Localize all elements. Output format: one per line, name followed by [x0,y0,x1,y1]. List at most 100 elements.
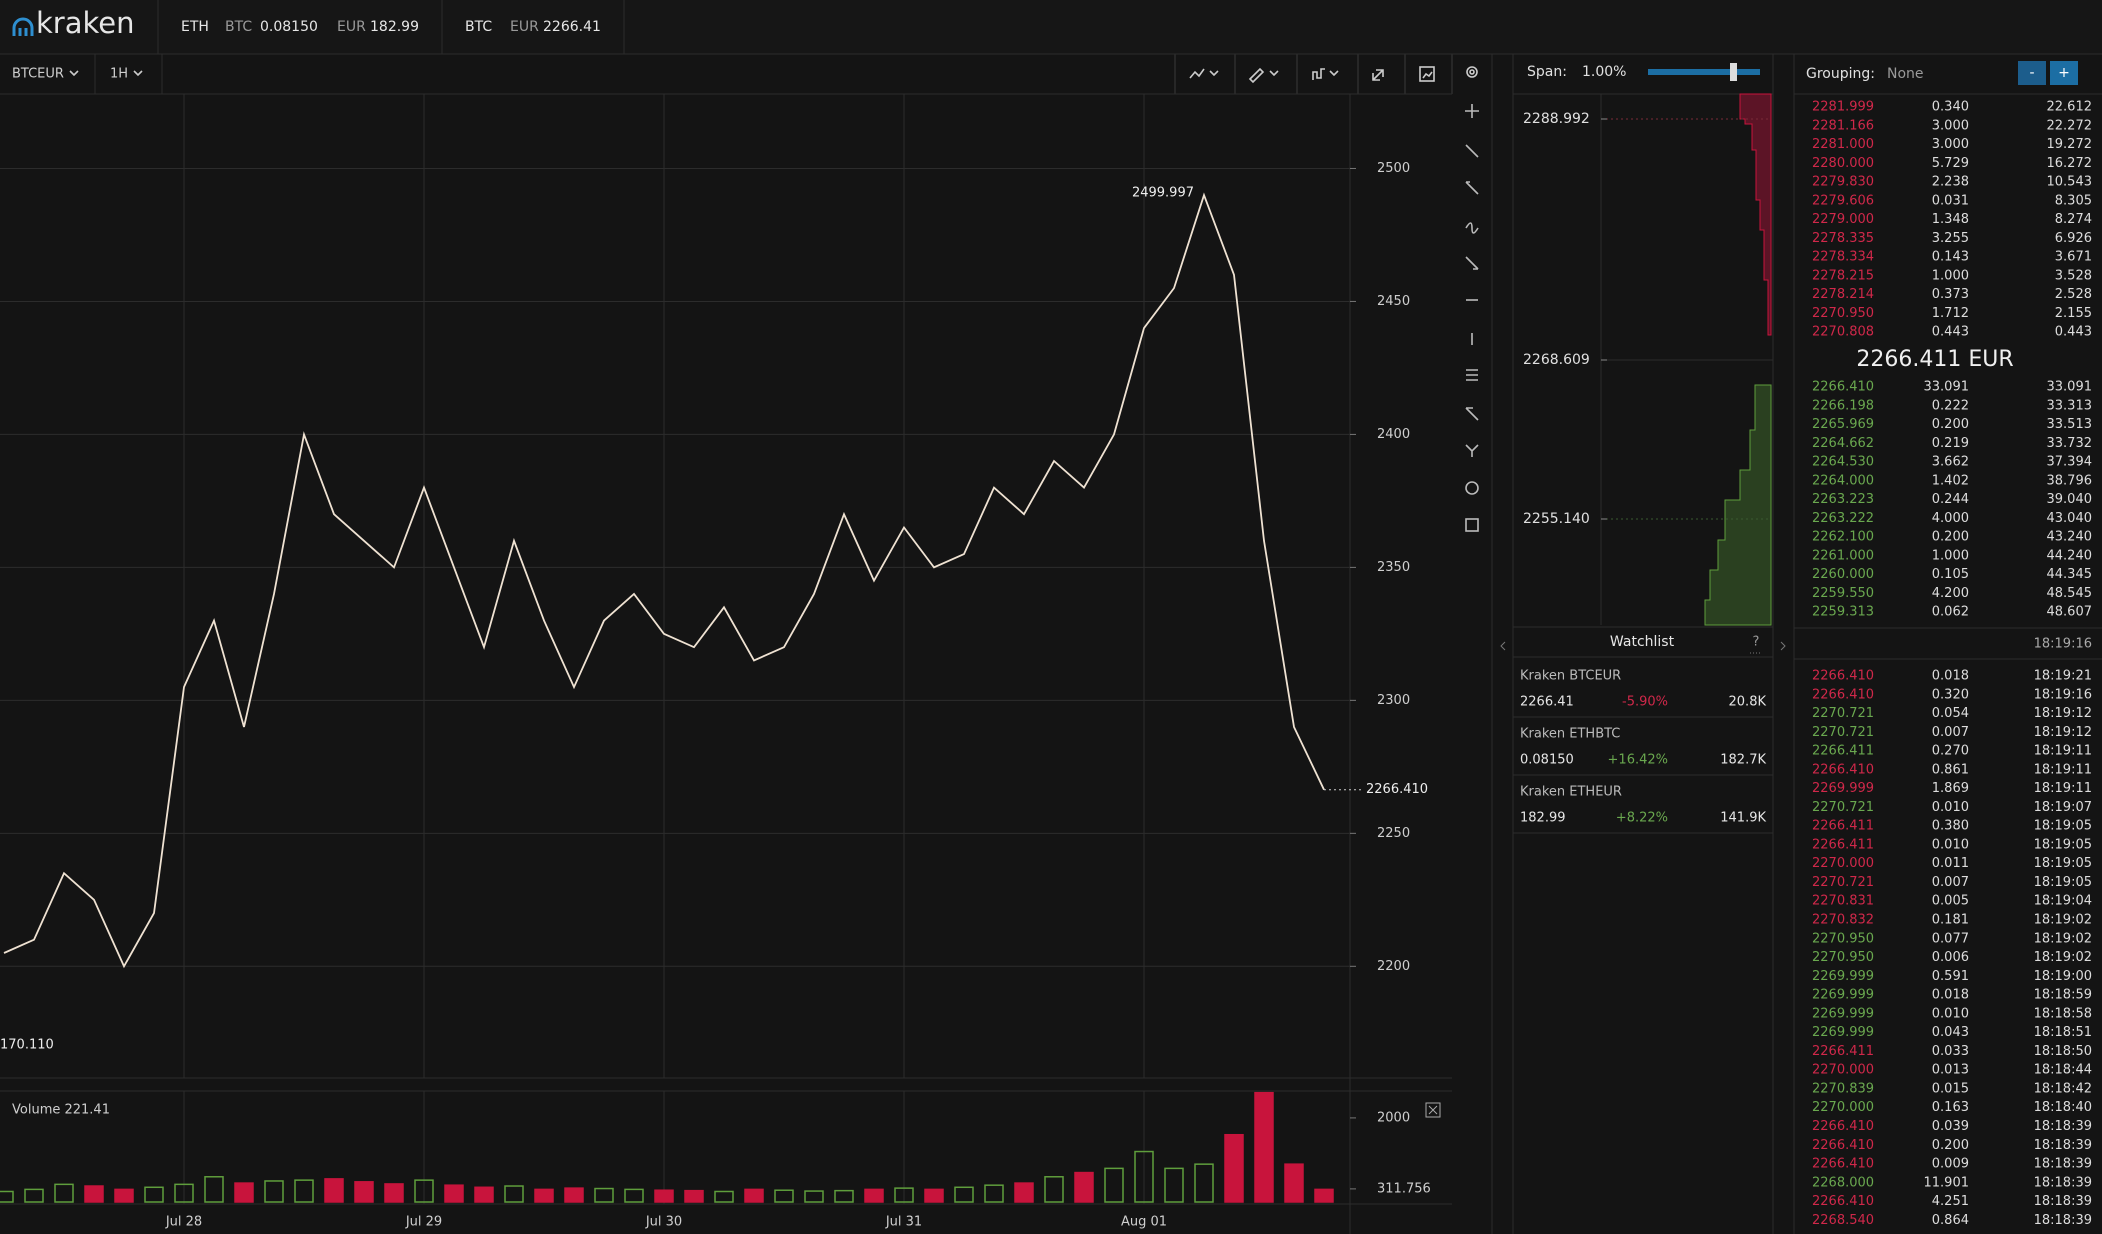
book-total: 39.040 [2047,492,2093,507]
trade-time: 18:19:00 [2034,969,2092,984]
trade-amount: 0.011 [1932,856,1969,871]
help[interactable]: ? [1753,635,1760,650]
span-value: 1.00% [1582,64,1626,80]
ticker-base[interactable]: BTC [465,19,492,35]
collapse-arrow[interactable] [1500,641,1506,651]
trade-price: 2270.000 [1812,856,1874,871]
volume-bar [1194,1163,1214,1203]
book-amount: 0.143 [1932,250,1969,265]
volume-bar [1074,1171,1094,1203]
quote-price: 2266.41 [543,19,601,35]
y-tick-label: 311.756 [1377,1181,1431,1196]
interval-select[interactable]: 1H [110,67,128,82]
trade-price: 2270.721 [1812,800,1874,815]
volume-bar [864,1188,884,1203]
volume-bar [1044,1176,1064,1203]
trade-amount: 0.380 [1932,819,1969,834]
pair-select[interactable]: BTCEUR [12,67,64,82]
collapse-arrow[interactable] [1780,641,1786,651]
book-amount: 4.200 [1932,586,1969,601]
book-total: 43.240 [2047,530,2093,545]
trade-time: 18:19:05 [2034,819,2092,834]
trade-time: 18:18:40 [2034,1100,2092,1115]
trade-time: 18:19:12 [2034,725,2092,740]
button-label[interactable]: + [2058,65,2070,81]
trade-price: 2266.411 [1812,744,1874,759]
book-total: 48.545 [2047,586,2093,601]
volume-bar [954,1186,974,1203]
button-label[interactable]: - [2029,65,2034,81]
book-price: 2259.313 [1812,605,1874,620]
watch-name[interactable]: Kraken ETHEUR [1520,785,1622,800]
book-price: 2279.830 [1812,175,1874,190]
trade-time: 18:19:02 [2034,950,2092,965]
trade-amount: 0.013 [1932,1063,1969,1078]
volume-bar [684,1189,704,1203]
book-price: 2278.214 [1812,287,1874,302]
watch-change: +8.22% [1616,811,1668,826]
grouping-label: Grouping: [1806,66,1875,82]
book-total: 33.091 [2047,380,2093,395]
quote-price: 182.99 [370,19,419,35]
span-slider[interactable] [1648,69,1760,75]
book-amount: 0.105 [1932,567,1969,582]
slider-knob[interactable] [1730,63,1737,81]
volume-bar [1134,1150,1154,1203]
volume-bar [714,1190,734,1203]
watch-volume: 182.7K [1720,753,1766,768]
ticker-base[interactable]: ETH [181,19,209,35]
trade-price: 2270.950 [1812,950,1874,965]
book-price: 2264.530 [1812,455,1874,470]
book-amount: 0.244 [1932,492,1969,507]
volume-bar [1254,1091,1274,1203]
volume-bar [144,1186,164,1203]
book-price: 2264.000 [1812,473,1874,488]
book-amount: 2.238 [1932,175,1969,190]
trade-amount: 0.015 [1932,1081,1969,1096]
watch-name[interactable]: Kraken ETHBTC [1520,727,1620,742]
book-price: 2266.410 [1812,380,1874,395]
trade-time: 18:19:07 [2034,800,2092,815]
book-price: 2266.198 [1812,398,1874,413]
close-pane[interactable] [1425,1102,1441,1118]
dropdown-chevron[interactable] [69,70,143,77]
y-tick-label: 2500 [1377,161,1410,176]
book-amount: 3.662 [1932,455,1969,470]
book-total: 8.305 [2055,193,2092,208]
grouping-value[interactable]: None [1887,66,1924,82]
chart-tools[interactable] [1174,54,1478,94]
last-price-label: 2266.410 [1366,782,1428,797]
trade-time: 18:19:11 [2034,744,2092,759]
book-amount: 0.031 [1932,193,1969,208]
book-amount: 1.000 [1932,548,1969,563]
drawing-tools[interactable] [1465,104,1479,532]
book-price: 2279.000 [1812,212,1874,227]
close-icon[interactable] [1428,1105,1438,1115]
book-price: 2263.223 [1812,492,1874,507]
book-total: 37.394 [2047,455,2093,470]
trade-price: 2270.832 [1812,913,1874,928]
volume-bar [204,1176,224,1203]
book-amount: 0.443 [1932,325,1969,340]
volume-bar [1164,1167,1184,1203]
quote-currency: EUR [337,19,366,35]
x-tick-label: Jul 31 [885,1215,922,1230]
trade-time: 18:18:39 [2034,1157,2092,1172]
button[interactable] [2018,61,2046,85]
button[interactable] [2050,61,2078,85]
y-tick-label: 2400 [1377,427,1410,442]
watch-name[interactable]: Kraken BTCEUR [1520,669,1621,684]
volume-bar [534,1188,554,1203]
trade-amount: 11.901 [1924,1175,1970,1190]
volume-bar [1284,1163,1304,1203]
trade-price: 2266.410 [1812,687,1874,702]
trade-time: 18:19:05 [2034,875,2092,890]
book-price: 2281.166 [1812,118,1874,133]
volume-bar [504,1185,524,1203]
trade-time: 18:19:05 [2034,837,2092,852]
depth-tick-label: 2288.992 [1523,111,1590,127]
y-tick-label: 2450 [1377,294,1410,309]
volume-bar [1314,1188,1334,1203]
trade-price: 2266.411 [1812,819,1874,834]
book-amount: 0.219 [1932,436,1969,451]
